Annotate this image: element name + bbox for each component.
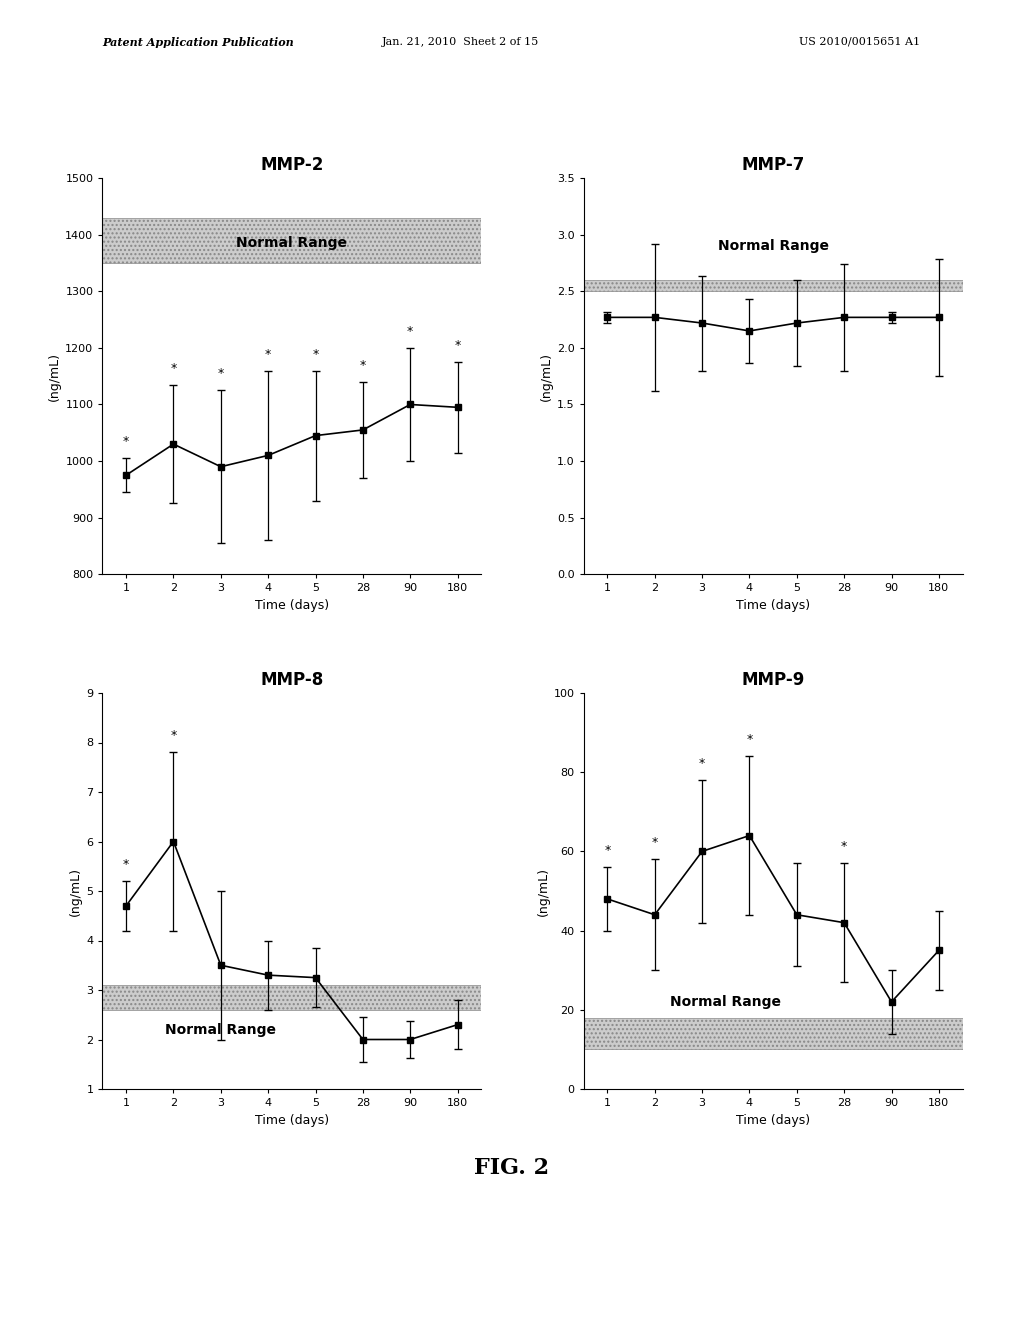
Y-axis label: (ng/mL): (ng/mL) [540,351,553,401]
Text: Normal Range: Normal Range [165,1023,276,1036]
Text: *: * [123,858,129,871]
Text: *: * [699,758,706,771]
X-axis label: Time (days): Time (days) [736,1114,810,1126]
Title: MMP-9: MMP-9 [741,671,805,689]
Text: *: * [651,837,657,850]
Bar [584,1018,963,1049]
Text: *: * [746,734,753,747]
Text: *: * [359,359,366,372]
Title: MMP-7: MMP-7 [741,156,805,174]
Bar [584,280,963,292]
Bar [102,985,481,1010]
Y-axis label: (ng/mL): (ng/mL) [69,866,82,916]
X-axis label: Time (days): Time (days) [255,599,329,611]
Title: MMP-8: MMP-8 [260,671,324,689]
Y-axis label: (ng/mL): (ng/mL) [48,351,61,401]
Text: *: * [455,339,461,352]
Y-axis label: (ng/mL): (ng/mL) [537,866,550,916]
X-axis label: Time (days): Time (days) [736,599,810,611]
Text: *: * [265,347,271,360]
Text: Jan. 21, 2010  Sheet 2 of 15: Jan. 21, 2010 Sheet 2 of 15 [382,37,540,48]
Text: Normal Range: Normal Range [718,239,828,253]
Text: Normal Range: Normal Range [237,236,347,251]
Text: Patent Application Publication: Patent Application Publication [102,37,294,48]
Bar [102,218,481,263]
Text: Normal Range: Normal Range [671,995,781,1008]
Text: *: * [841,841,847,854]
Text: *: * [408,325,414,338]
Text: *: * [170,730,176,742]
X-axis label: Time (days): Time (days) [255,1114,329,1126]
Text: *: * [170,362,176,375]
Title: MMP-2: MMP-2 [260,156,324,174]
Text: *: * [312,347,318,360]
Text: *: * [218,367,224,380]
Text: US 2010/0015651 A1: US 2010/0015651 A1 [799,37,920,48]
Text: *: * [604,845,610,858]
Text: *: * [123,436,129,449]
Text: FIG. 2: FIG. 2 [474,1158,550,1179]
